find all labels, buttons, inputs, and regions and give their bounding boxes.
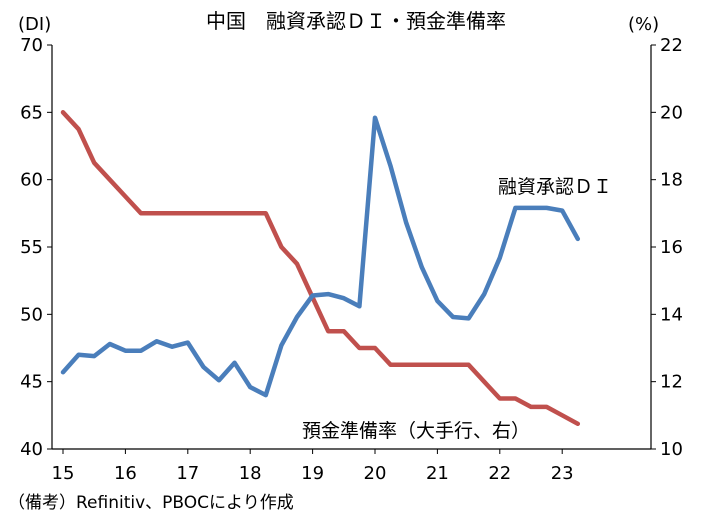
series-line-loan-approval-di	[60, 115, 581, 398]
series-line-reserve-ratio	[60, 110, 581, 427]
x-tick-label: 17	[176, 463, 199, 484]
left-tick-label: 70	[20, 35, 43, 56]
x-tick-label: 19	[301, 463, 324, 484]
left-tick-label: 65	[20, 102, 43, 123]
right-axis: 10 12 14 16 18 20 22	[651, 35, 683, 460]
right-tick-label: 16	[660, 237, 683, 258]
chart-title: 中国 融資承認ＤＩ・預金準備率	[206, 9, 506, 33]
left-axis: 40 45 50 55 60 65 70	[20, 35, 52, 460]
x-tick-label: 23	[551, 463, 574, 484]
x-tick-label: 21	[426, 463, 449, 484]
x-tick-label: 20	[364, 463, 387, 484]
right-tick-label: 14	[660, 304, 683, 325]
left-tick-label: 50	[20, 304, 43, 325]
right-tick-label: 12	[660, 372, 683, 393]
left-tick-label: 60	[20, 170, 43, 191]
right-tick-label: 18	[660, 170, 683, 191]
x-tick-label: 16	[114, 463, 137, 484]
left-tick-label: 55	[20, 237, 43, 258]
right-tick-label: 10	[660, 439, 683, 460]
left-tick-label: 45	[20, 372, 43, 393]
series-label-reserve-ratio: 預金準備率（大手行、右）	[302, 420, 530, 442]
x-tick-label: 18	[239, 463, 262, 484]
right-axis-unit: (%)	[628, 14, 659, 35]
right-tick-label: 20	[660, 102, 683, 123]
x-tick-label: 15	[52, 463, 75, 484]
x-axis: 15 16 17 18 19 20 21 22 23	[52, 449, 574, 484]
series-label-loan-approval-di: 融資承認ＤＩ	[498, 176, 612, 198]
axes	[51, 45, 652, 450]
left-axis-unit: (DI)	[18, 14, 51, 35]
left-tick-label: 40	[20, 439, 43, 460]
source-note: （備考）Refinitiv、PBOCにより作成	[8, 493, 294, 513]
right-tick-label: 22	[660, 35, 683, 56]
x-tick-label: 22	[488, 463, 511, 484]
